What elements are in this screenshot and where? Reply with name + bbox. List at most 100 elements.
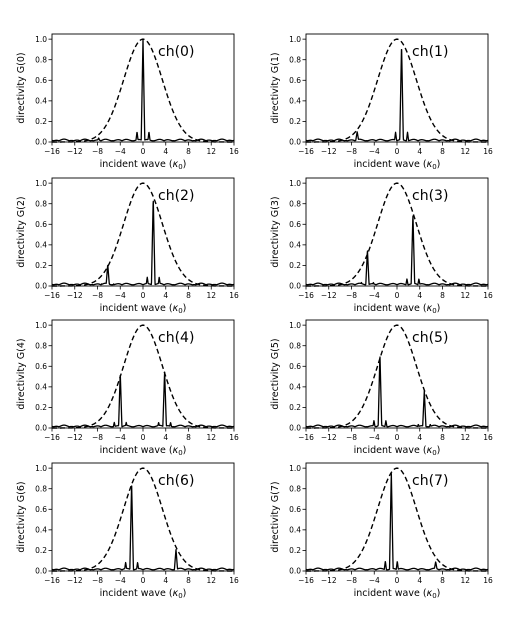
x-tick-label: 8 — [186, 147, 191, 156]
y-tick-label: 0.6 — [289, 220, 301, 229]
y-axis-label: directivity G(0) — [16, 52, 27, 123]
x-tick-label: −16 — [298, 147, 314, 156]
x-tick-label: 0 — [141, 433, 146, 442]
x-tick-label: −4 — [115, 433, 126, 442]
y-tick-label: 1.0 — [35, 321, 47, 330]
x-tick-label: −8 — [92, 291, 103, 300]
directivity-line — [51, 38, 235, 142]
y-tick-label: 0.2 — [289, 403, 301, 412]
subplot-5: −16 −12 −8 −4 0 4 8 12 16 0.0 0.2 0.4 0.6 0.8 1.0 incid… — [270, 319, 493, 457]
y-tick-label: 0.2 — [35, 546, 47, 555]
x-tick-label: 12 — [206, 433, 216, 442]
y-axis-label: directivity G(1) — [270, 52, 281, 123]
x-tick-label: 4 — [163, 147, 168, 156]
axes-frame — [305, 462, 489, 572]
x-tick-label: 16 — [483, 433, 493, 442]
y-tick-label: 0.0 — [35, 567, 47, 576]
y-tick-label: 0.0 — [289, 567, 301, 576]
y-tick-label: 0.4 — [35, 526, 47, 535]
y-tick-label: 0.8 — [35, 484, 47, 493]
y-tick-label: 0.6 — [289, 362, 301, 371]
x-tick-label: 4 — [163, 433, 168, 442]
x-tick-label: 16 — [483, 147, 493, 156]
x-tick-label: −8 — [346, 433, 357, 442]
y-tick-label: 0.8 — [289, 341, 301, 350]
x-tick-label: 12 — [460, 433, 470, 442]
x-tick-label: 16 — [229, 147, 239, 156]
channel-label: ch(3) — [412, 188, 448, 204]
envelope-line — [52, 324, 234, 429]
envelope-line — [306, 182, 488, 287]
y-tick-label: 0.0 — [289, 424, 301, 433]
y-tick-label: 0.8 — [289, 484, 301, 493]
axes-frame — [305, 319, 489, 429]
directivity-line — [305, 49, 489, 142]
subplot-2: −16 −12 −8 −4 0 4 8 12 16 0.0 0.2 0.4 0.6 0.8 1.0 incid… — [16, 177, 239, 315]
x-tick-label: −16 — [44, 147, 60, 156]
y-tick-label: 0.6 — [289, 76, 301, 85]
y-tick-label: 0.8 — [289, 199, 301, 208]
x-tick-label: 4 — [417, 576, 422, 585]
y-axis-label: directivity G(3) — [270, 196, 281, 267]
x-tick-label: −16 — [44, 576, 60, 585]
y-tick-label: 0.2 — [289, 117, 301, 126]
axes-frame — [51, 462, 235, 572]
x-tick-label: 4 — [417, 433, 422, 442]
x-tick-label: 8 — [186, 433, 191, 442]
y-tick-label: 0.4 — [289, 383, 301, 392]
x-tick-label: 0 — [395, 576, 400, 585]
x-tick-label: −12 — [321, 291, 337, 300]
envelope-line — [306, 38, 488, 143]
x-tick-label: −8 — [92, 433, 103, 442]
subplot-3: −16 −12 −8 −4 0 4 8 12 16 0.0 0.2 0.4 0.6 0.8 1.0 incid… — [270, 177, 493, 315]
y-tick-label: 0.4 — [289, 241, 301, 250]
axes-frame — [305, 177, 489, 287]
x-tick-label: 0 — [395, 147, 400, 156]
x-tick-label: −4 — [115, 576, 126, 585]
y-tick-label: 1.0 — [35, 35, 47, 44]
x-tick-label: 4 — [163, 576, 168, 585]
y-tick-label: 0.6 — [35, 362, 47, 371]
x-tick-label: 4 — [417, 147, 422, 156]
x-tick-label: −12 — [321, 433, 337, 442]
x-axis-label: incident wave (κ0) — [100, 303, 187, 315]
directivity-line — [305, 356, 489, 428]
x-tick-label: −12 — [67, 147, 83, 156]
x-axis-label: incident wave (κ0) — [354, 159, 441, 171]
x-tick-label: 4 — [417, 291, 422, 300]
y-axis-label: directivity G(7) — [270, 481, 281, 552]
y-tick-label: 0.8 — [289, 55, 301, 64]
y-tick-label: 1.0 — [289, 321, 301, 330]
y-tick-label: 0.8 — [35, 55, 47, 64]
axes-frame — [51, 319, 235, 429]
x-tick-label: 8 — [440, 433, 445, 442]
y-tick-label: 1.0 — [289, 179, 301, 188]
channel-label: ch(0) — [158, 44, 194, 60]
y-tick-label: 0.4 — [289, 97, 301, 106]
y-axis-label: directivity G(6) — [16, 481, 27, 552]
x-tick-label: 12 — [460, 291, 470, 300]
x-tick-label: 12 — [206, 291, 216, 300]
x-tick-label: −4 — [369, 433, 380, 442]
directivity-line — [51, 200, 235, 286]
y-tick-label: 0.4 — [35, 97, 47, 106]
x-tick-label: 0 — [141, 147, 146, 156]
x-axis-label: incident wave (κ0) — [100, 588, 187, 600]
x-tick-label: −12 — [67, 291, 83, 300]
x-tick-label: −16 — [298, 433, 314, 442]
y-tick-label: 0.0 — [35, 138, 47, 147]
x-tick-label: −12 — [321, 147, 337, 156]
subplot-7: −16 −12 −8 −4 0 4 8 12 16 0.0 0.2 0.4 0.6 0.8 1.0 incid… — [270, 462, 493, 600]
axes-frame — [51, 177, 235, 287]
x-tick-label: −16 — [44, 291, 60, 300]
x-tick-label: −4 — [115, 147, 126, 156]
x-tick-label: 16 — [229, 433, 239, 442]
y-tick-label: 0.2 — [35, 117, 47, 126]
x-axis-label: incident wave (κ0) — [100, 445, 187, 457]
x-tick-label: 16 — [483, 576, 493, 585]
x-tick-label: 8 — [186, 576, 191, 585]
x-tick-label: 8 — [440, 576, 445, 585]
x-tick-label: −8 — [346, 576, 357, 585]
x-axis-label: incident wave (κ0) — [354, 303, 441, 315]
